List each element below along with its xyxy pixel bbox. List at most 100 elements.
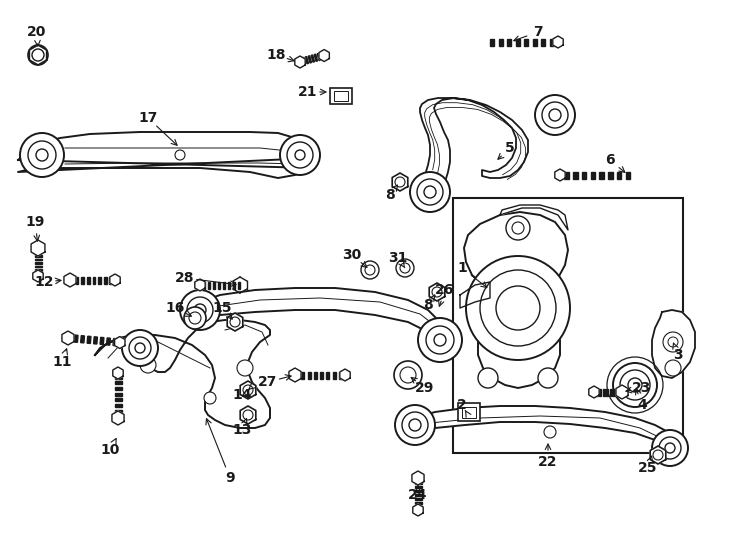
Polygon shape <box>599 388 601 395</box>
Text: 1: 1 <box>457 261 467 275</box>
Circle shape <box>410 172 450 212</box>
Circle shape <box>243 385 253 395</box>
Polygon shape <box>240 381 255 399</box>
Polygon shape <box>100 338 104 345</box>
Circle shape <box>402 412 428 438</box>
Text: 8: 8 <box>385 188 395 202</box>
Circle shape <box>237 360 253 376</box>
Circle shape <box>28 45 48 65</box>
Text: 16: 16 <box>165 301 185 315</box>
Circle shape <box>665 360 681 376</box>
Polygon shape <box>113 367 123 379</box>
Circle shape <box>542 102 568 128</box>
Polygon shape <box>222 281 225 288</box>
Polygon shape <box>582 172 586 179</box>
Polygon shape <box>500 205 568 230</box>
Polygon shape <box>591 172 595 179</box>
Polygon shape <box>109 276 112 284</box>
Text: 20: 20 <box>27 25 47 39</box>
Polygon shape <box>289 368 301 382</box>
Circle shape <box>394 361 422 389</box>
Polygon shape <box>81 336 84 343</box>
Text: 29: 29 <box>415 381 435 395</box>
Polygon shape <box>115 404 122 407</box>
Circle shape <box>204 392 216 404</box>
Polygon shape <box>617 388 619 395</box>
Polygon shape <box>94 337 98 344</box>
Polygon shape <box>106 338 110 345</box>
Polygon shape <box>98 276 101 284</box>
Polygon shape <box>553 36 563 48</box>
Polygon shape <box>464 212 568 388</box>
Polygon shape <box>308 56 311 63</box>
Circle shape <box>424 186 436 198</box>
Polygon shape <box>115 409 122 413</box>
Circle shape <box>512 222 524 234</box>
Text: 6: 6 <box>606 153 615 167</box>
Text: 12: 12 <box>34 275 54 289</box>
Polygon shape <box>34 273 42 274</box>
Polygon shape <box>415 486 421 488</box>
Polygon shape <box>606 388 608 395</box>
Polygon shape <box>550 38 553 45</box>
Polygon shape <box>87 336 91 343</box>
Polygon shape <box>412 471 424 485</box>
Polygon shape <box>115 336 125 348</box>
Circle shape <box>659 437 681 459</box>
Polygon shape <box>524 38 528 45</box>
Polygon shape <box>415 478 421 480</box>
Circle shape <box>466 256 570 360</box>
Circle shape <box>613 363 657 407</box>
Polygon shape <box>34 255 42 256</box>
Polygon shape <box>70 276 73 284</box>
Circle shape <box>396 259 414 277</box>
Polygon shape <box>76 276 79 284</box>
Polygon shape <box>203 281 205 288</box>
Polygon shape <box>311 55 314 62</box>
Text: 15: 15 <box>212 301 232 315</box>
Text: 14: 14 <box>232 388 252 402</box>
Polygon shape <box>33 270 43 282</box>
Circle shape <box>496 286 540 330</box>
Circle shape <box>194 304 206 316</box>
Polygon shape <box>295 372 298 379</box>
Polygon shape <box>240 406 255 424</box>
Polygon shape <box>313 372 317 379</box>
Polygon shape <box>302 57 305 65</box>
Circle shape <box>20 133 64 177</box>
Circle shape <box>180 290 220 330</box>
Polygon shape <box>415 494 421 496</box>
Polygon shape <box>413 504 424 516</box>
Polygon shape <box>112 411 124 425</box>
Text: 4: 4 <box>637 398 647 412</box>
Circle shape <box>243 410 253 420</box>
Polygon shape <box>333 372 335 379</box>
Circle shape <box>480 270 556 346</box>
Polygon shape <box>299 58 302 65</box>
Circle shape <box>230 317 240 327</box>
Polygon shape <box>238 281 240 288</box>
Circle shape <box>32 49 44 61</box>
Circle shape <box>538 368 558 388</box>
Polygon shape <box>217 281 220 288</box>
Text: 27: 27 <box>258 375 277 389</box>
Text: 9: 9 <box>225 471 235 485</box>
Polygon shape <box>620 388 622 395</box>
Polygon shape <box>415 498 421 500</box>
Text: 10: 10 <box>101 443 120 457</box>
Polygon shape <box>195 279 206 291</box>
Polygon shape <box>415 406 675 460</box>
Text: 31: 31 <box>388 251 407 265</box>
Polygon shape <box>625 172 630 179</box>
Text: 21: 21 <box>298 85 318 99</box>
Text: 25: 25 <box>639 461 658 475</box>
Polygon shape <box>650 446 666 464</box>
Polygon shape <box>415 482 421 484</box>
Polygon shape <box>87 276 90 284</box>
Polygon shape <box>610 388 611 395</box>
Polygon shape <box>208 281 210 288</box>
Bar <box>334 91 348 101</box>
Circle shape <box>400 367 416 383</box>
Circle shape <box>140 357 156 373</box>
Text: 11: 11 <box>52 355 72 369</box>
